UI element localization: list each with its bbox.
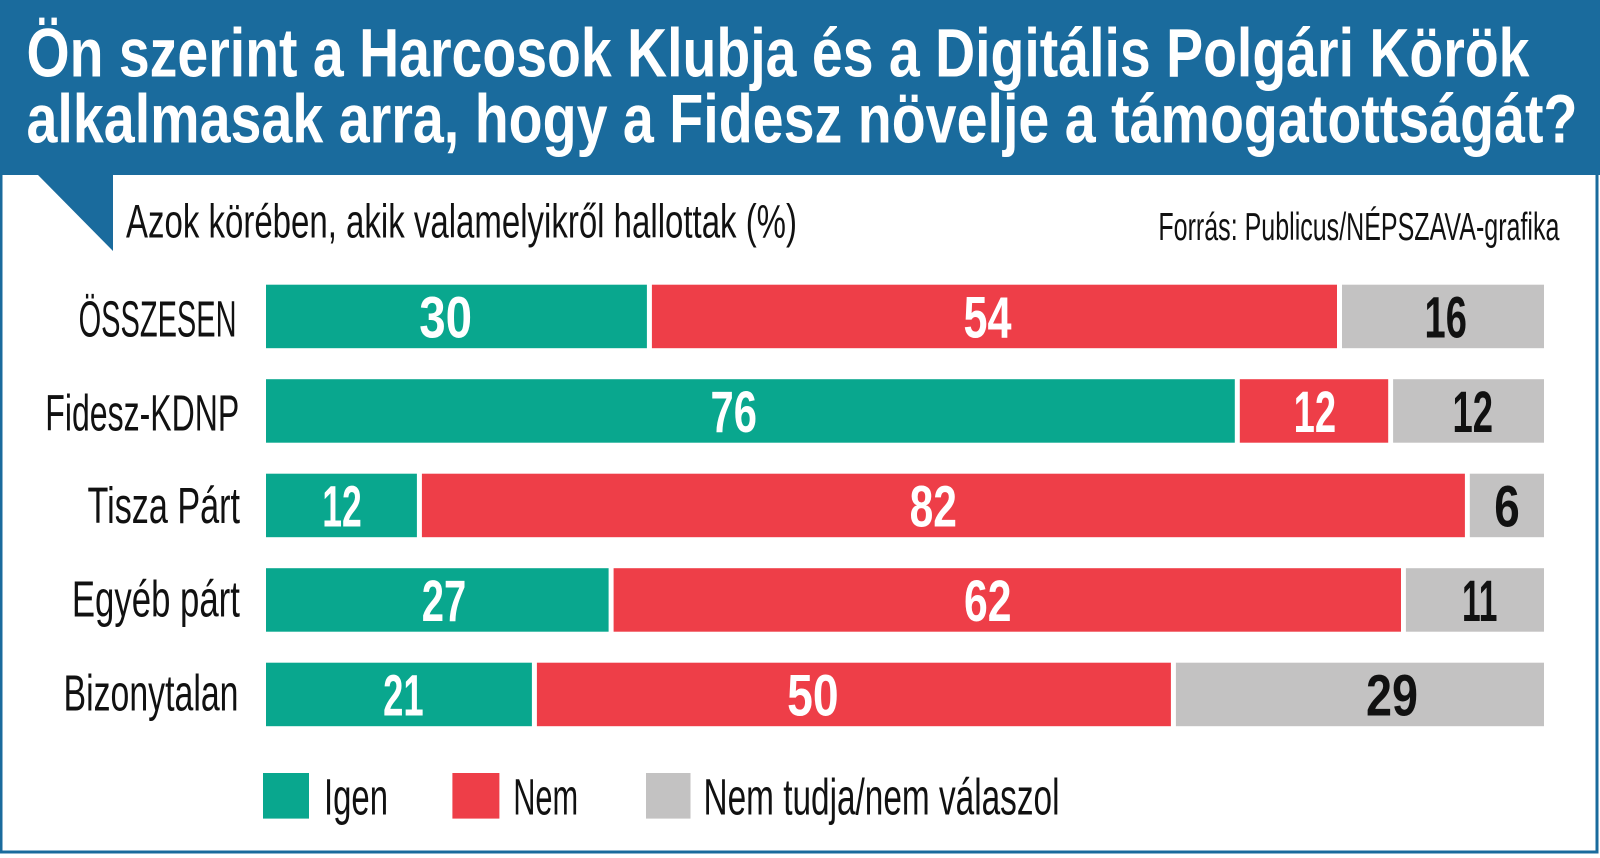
svg-text:54: 54 bbox=[964, 285, 1012, 350]
svg-text:Egyéb párt: Egyéb párt bbox=[72, 570, 240, 627]
svg-text:11: 11 bbox=[1462, 569, 1498, 634]
svg-text:Nem: Nem bbox=[513, 769, 578, 826]
svg-text:Ön szerint a Harcosok Klubja é: Ön szerint a Harcosok Klubja és a Digitá… bbox=[27, 15, 1531, 92]
svg-text:Tisza Párt: Tisza Párt bbox=[88, 477, 241, 534]
svg-text:alkalmasak arra, hogy a Fidesz: alkalmasak arra, hogy a Fidesz növelje a… bbox=[27, 81, 1578, 158]
svg-text:50: 50 bbox=[787, 664, 839, 729]
svg-text:12: 12 bbox=[1294, 380, 1337, 445]
svg-text:Azok körében, akik valamelyikr: Azok körében, akik valamelyikről hallott… bbox=[126, 195, 797, 248]
svg-text:12: 12 bbox=[322, 475, 362, 540]
svg-text:Nem tudja/nem válaszol: Nem tudja/nem válaszol bbox=[704, 769, 1060, 826]
svg-text:27: 27 bbox=[422, 569, 467, 634]
svg-text:Fidesz-KDNP: Fidesz-KDNP bbox=[45, 384, 239, 441]
svg-text:Forrás: Publicus/NÉPSZAVA-graf: Forrás: Publicus/NÉPSZAVA-grafika bbox=[1158, 206, 1559, 249]
svg-text:82: 82 bbox=[910, 475, 957, 540]
svg-text:Igen: Igen bbox=[324, 769, 388, 826]
svg-text:21: 21 bbox=[383, 664, 424, 729]
svg-text:12: 12 bbox=[1453, 380, 1494, 445]
svg-text:ÖSSZESEN: ÖSSZESEN bbox=[79, 291, 237, 348]
svg-text:Bizonytalan: Bizonytalan bbox=[64, 665, 239, 722]
svg-text:30: 30 bbox=[419, 285, 472, 350]
svg-text:76: 76 bbox=[711, 380, 757, 445]
svg-text:29: 29 bbox=[1366, 664, 1418, 729]
svg-text:6: 6 bbox=[1494, 475, 1520, 540]
svg-text:62: 62 bbox=[964, 569, 1012, 634]
svg-text:16: 16 bbox=[1425, 285, 1467, 350]
